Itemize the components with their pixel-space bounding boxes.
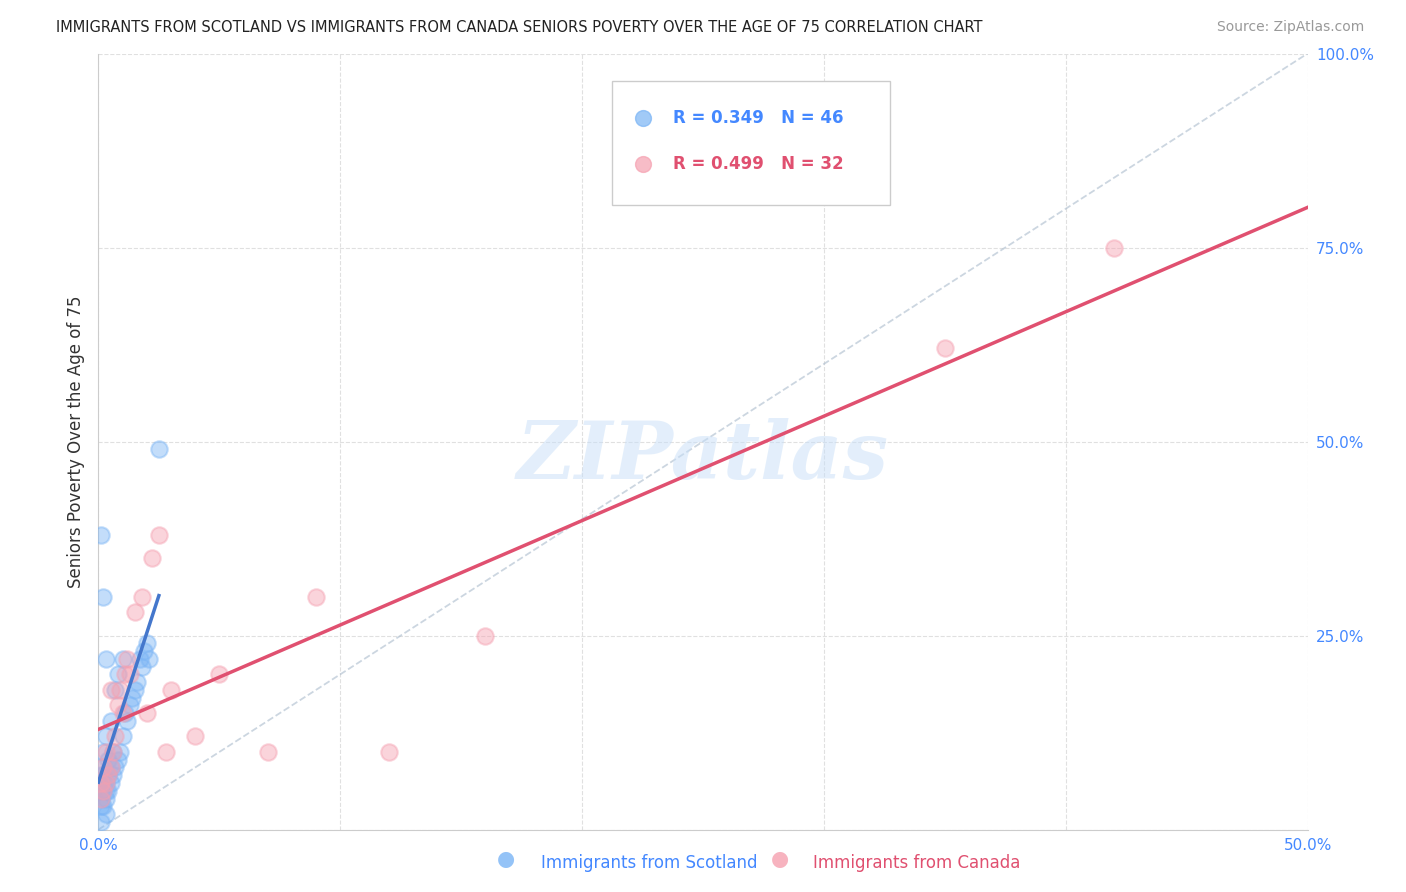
Y-axis label: Seniors Poverty Over the Age of 75: Seniors Poverty Over the Age of 75 bbox=[66, 295, 84, 588]
Point bbox=[1102, 241, 1125, 255]
Point bbox=[118, 698, 141, 713]
Point bbox=[934, 342, 956, 356]
Point bbox=[90, 791, 112, 805]
Point bbox=[100, 682, 122, 697]
Point bbox=[107, 667, 129, 681]
Point bbox=[97, 768, 120, 782]
Point bbox=[127, 675, 149, 690]
Point bbox=[94, 730, 117, 744]
Point bbox=[90, 527, 112, 541]
Point bbox=[111, 652, 134, 666]
Point bbox=[107, 753, 129, 767]
Text: R = 0.349   N = 46: R = 0.349 N = 46 bbox=[673, 109, 844, 127]
Point bbox=[117, 652, 139, 666]
Point bbox=[108, 682, 131, 697]
Point bbox=[104, 730, 127, 744]
Point bbox=[91, 760, 114, 774]
Point bbox=[90, 760, 112, 774]
Point bbox=[101, 768, 124, 782]
Point bbox=[97, 768, 120, 782]
Text: IMMIGRANTS FROM SCOTLAND VS IMMIGRANTS FROM CANADA SENIORS POVERTY OVER THE AGE : IMMIGRANTS FROM SCOTLAND VS IMMIGRANTS F… bbox=[56, 20, 983, 35]
Point bbox=[100, 776, 122, 790]
Point bbox=[94, 652, 117, 666]
Point bbox=[91, 783, 114, 797]
Point bbox=[134, 644, 156, 658]
Point bbox=[155, 745, 177, 759]
Point bbox=[124, 682, 146, 697]
Point bbox=[94, 745, 117, 759]
Point bbox=[104, 760, 127, 774]
Point bbox=[377, 745, 399, 759]
Text: Source: ZipAtlas.com: Source: ZipAtlas.com bbox=[1216, 20, 1364, 34]
Point bbox=[148, 442, 170, 457]
Point bbox=[97, 783, 120, 797]
Point bbox=[94, 807, 117, 822]
Text: ●: ● bbox=[498, 849, 515, 869]
Point bbox=[90, 791, 112, 805]
Point bbox=[117, 714, 139, 728]
Point bbox=[135, 636, 157, 650]
Point bbox=[100, 760, 122, 774]
Point bbox=[138, 652, 160, 666]
Point bbox=[97, 753, 120, 767]
Point bbox=[90, 799, 112, 814]
Point bbox=[100, 714, 122, 728]
Point bbox=[141, 551, 163, 566]
Point bbox=[135, 706, 157, 721]
Point bbox=[91, 590, 114, 604]
Point bbox=[101, 745, 124, 759]
Point bbox=[118, 667, 141, 681]
Text: Immigrants from Scotland: Immigrants from Scotland bbox=[541, 855, 758, 872]
Point bbox=[124, 605, 146, 619]
Point bbox=[121, 690, 143, 705]
Point bbox=[208, 667, 231, 681]
Point bbox=[90, 776, 112, 790]
Point bbox=[114, 706, 136, 721]
Point bbox=[131, 590, 153, 604]
Text: R = 0.499   N = 32: R = 0.499 N = 32 bbox=[673, 155, 844, 173]
Point bbox=[94, 776, 117, 790]
Point bbox=[148, 527, 170, 541]
Point bbox=[101, 745, 124, 759]
Point bbox=[1175, 157, 1198, 171]
Point bbox=[90, 783, 112, 797]
Point bbox=[1175, 111, 1198, 125]
Point bbox=[91, 799, 114, 814]
Point bbox=[108, 745, 131, 759]
Point bbox=[184, 730, 207, 744]
Point bbox=[107, 698, 129, 713]
Point bbox=[91, 783, 114, 797]
Point bbox=[160, 682, 183, 697]
Point bbox=[91, 768, 114, 782]
Point bbox=[104, 682, 127, 697]
Point bbox=[94, 791, 117, 805]
Text: ZIPatlas: ZIPatlas bbox=[517, 418, 889, 496]
Point bbox=[128, 652, 150, 666]
Point bbox=[256, 745, 278, 759]
Point bbox=[114, 667, 136, 681]
Point bbox=[94, 783, 117, 797]
Point bbox=[305, 590, 328, 604]
FancyBboxPatch shape bbox=[613, 80, 890, 205]
Point bbox=[90, 814, 112, 829]
Point bbox=[100, 760, 122, 774]
Text: Immigrants from Canada: Immigrants from Canada bbox=[813, 855, 1019, 872]
Point bbox=[111, 730, 134, 744]
Text: ●: ● bbox=[772, 849, 789, 869]
Point bbox=[94, 776, 117, 790]
Point bbox=[131, 659, 153, 673]
Point bbox=[474, 628, 496, 642]
Point bbox=[111, 706, 134, 721]
Point bbox=[90, 768, 112, 782]
Point bbox=[90, 776, 112, 790]
Point bbox=[91, 745, 114, 759]
